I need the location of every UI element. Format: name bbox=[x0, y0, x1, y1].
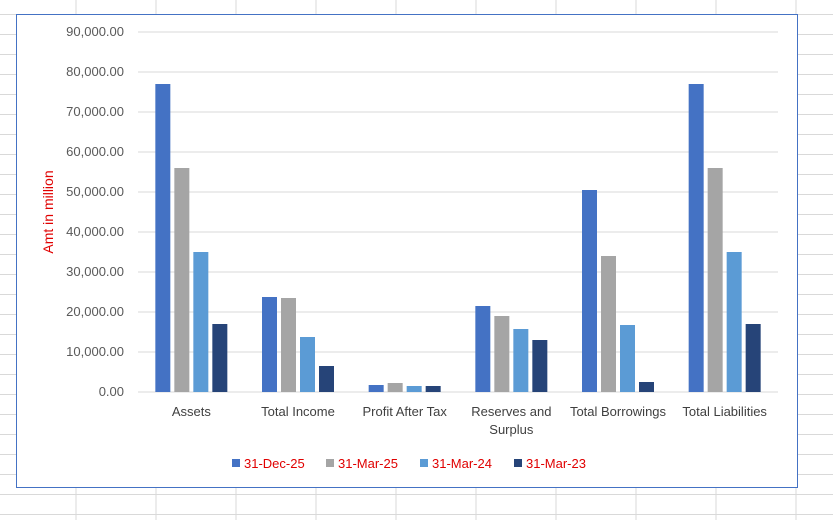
bar-31-Mar-23 bbox=[212, 324, 228, 392]
legend-swatch bbox=[514, 459, 522, 467]
bar-31-Mar-23 bbox=[745, 324, 761, 392]
legend-label: 31-Mar-25 bbox=[338, 456, 398, 471]
x-tick-label: Profit After Tax bbox=[363, 404, 448, 419]
bar-31-Dec-25 bbox=[582, 190, 597, 392]
y-tick-label: 60,000.00 bbox=[66, 144, 124, 159]
bar-31-Mar-25 bbox=[387, 383, 403, 392]
bar-31-Mar-25 bbox=[601, 256, 616, 392]
bar-31-Mar-24 bbox=[406, 386, 422, 392]
legend-label: 31-Mar-24 bbox=[432, 456, 492, 471]
x-tick-label: Total Income bbox=[261, 404, 335, 419]
bar-31-Dec-25 bbox=[688, 84, 704, 392]
y-tick-label: 90,000.00 bbox=[66, 24, 124, 39]
y-tick-label: 30,000.00 bbox=[66, 264, 124, 279]
y-tick-label: 50,000.00 bbox=[66, 184, 124, 199]
legend-label: 31-Dec-25 bbox=[244, 456, 305, 471]
legend-swatch bbox=[420, 459, 428, 467]
chart-area[interactable]: 0.00 10,000.00 20,000.00 30,000.00 40,000.00… bbox=[16, 14, 798, 488]
bar-31-Dec-25 bbox=[155, 84, 171, 392]
y-tick-label: 80,000.00 bbox=[66, 64, 124, 79]
bar-31-Mar-24 bbox=[193, 252, 209, 392]
y-axis-label: Amt in million bbox=[40, 170, 56, 253]
bar-31-Mar-25 bbox=[494, 316, 510, 392]
x-tick-label: Reserves and bbox=[471, 404, 551, 419]
bar-31-Mar-25 bbox=[707, 168, 723, 392]
y-tick-label: 40,000.00 bbox=[66, 224, 124, 239]
y-tick-label: 10,000.00 bbox=[66, 344, 124, 359]
x-tick-label: Assets bbox=[172, 404, 212, 419]
bar-31-Mar-23 bbox=[532, 340, 548, 392]
bar-31-Mar-23 bbox=[319, 366, 334, 392]
legend-swatch bbox=[232, 459, 240, 467]
y-tick-label: 70,000.00 bbox=[66, 104, 124, 119]
x-tick-label: Total Liabilities bbox=[682, 404, 767, 419]
bar-31-Mar-25 bbox=[174, 168, 190, 392]
bar-31-Mar-23 bbox=[425, 386, 441, 392]
bar-31-Mar-24 bbox=[513, 329, 529, 392]
x-tick-label: Total Borrowings bbox=[570, 404, 667, 419]
bar-31-Dec-25 bbox=[262, 297, 277, 392]
x-tick-label: Surplus bbox=[489, 422, 534, 437]
y-tick-label: 0.00 bbox=[99, 384, 124, 399]
bar-31-Mar-23 bbox=[639, 382, 654, 392]
bar-chart: 0.00 10,000.00 20,000.00 30,000.00 40,000.00… bbox=[40, 24, 778, 471]
y-tick-label: 20,000.00 bbox=[66, 304, 124, 319]
legend-swatch bbox=[326, 459, 334, 467]
bar-31-Mar-25 bbox=[281, 298, 296, 392]
bar-31-Dec-25 bbox=[368, 385, 384, 392]
legend-label: 31-Mar-23 bbox=[526, 456, 586, 471]
bar-31-Dec-25 bbox=[475, 306, 491, 392]
bar-31-Mar-24 bbox=[726, 252, 742, 392]
bar-31-Mar-24 bbox=[620, 325, 635, 392]
bar-31-Mar-24 bbox=[300, 337, 315, 392]
